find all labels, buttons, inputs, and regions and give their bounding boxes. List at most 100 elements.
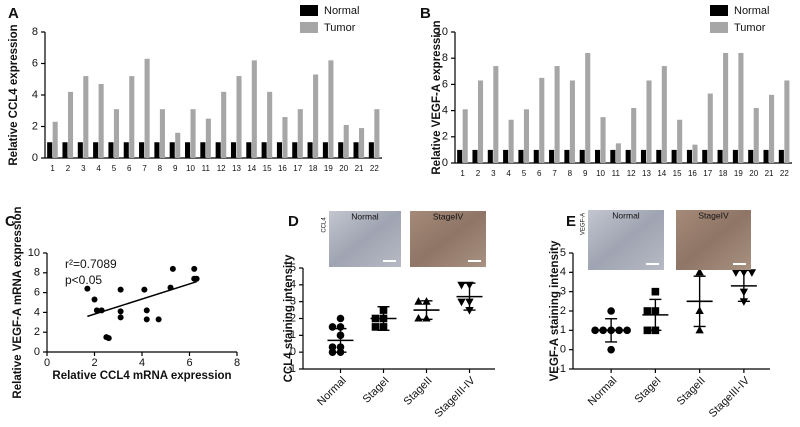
x-tick-label: 8 xyxy=(158,164,163,173)
trendline xyxy=(87,280,197,318)
point xyxy=(117,308,124,315)
x-tick-label: 6 xyxy=(127,164,132,173)
y-axis-label: Relative CCL4 expression xyxy=(8,24,20,165)
bar xyxy=(169,142,175,158)
panel-label: A xyxy=(8,5,19,22)
x-tick-label: 3 xyxy=(81,164,86,173)
y-tick-label: 2 xyxy=(32,120,38,132)
bar xyxy=(518,149,524,163)
x-tick-label: 21 xyxy=(355,164,364,173)
y-tick-label: -1 xyxy=(556,363,566,375)
y-tick-label: 1 xyxy=(560,324,566,336)
point xyxy=(93,307,100,314)
point xyxy=(695,325,704,334)
point xyxy=(84,285,91,292)
bar xyxy=(487,149,493,163)
y-tick-label: 6 xyxy=(34,287,40,299)
bar xyxy=(221,91,227,158)
x-tick-label: 6 xyxy=(186,357,192,369)
point xyxy=(695,267,704,276)
micrograph-label: Normal xyxy=(612,210,640,220)
x-tick-label: StageII xyxy=(402,375,435,408)
bar xyxy=(175,132,181,158)
bar xyxy=(328,60,334,158)
x-tick-label: 14 xyxy=(247,164,256,173)
y-tick-label: 5 xyxy=(560,247,566,259)
x-tick-label: 1 xyxy=(50,164,55,173)
micrograph xyxy=(588,210,664,270)
bar xyxy=(549,149,555,163)
bar xyxy=(477,80,484,163)
bar xyxy=(139,142,145,158)
x-tick-label: 4 xyxy=(139,357,145,369)
bar xyxy=(113,109,120,158)
x-tick-label: 12 xyxy=(627,169,636,178)
x-tick-label: 9 xyxy=(173,164,178,173)
bar xyxy=(200,142,206,158)
x-tick-label: 16 xyxy=(278,164,287,173)
bar xyxy=(215,142,221,158)
point xyxy=(623,326,631,335)
bar xyxy=(47,142,53,158)
x-tick-label: 4 xyxy=(96,164,101,173)
x-tick-label: 8 xyxy=(234,357,240,369)
bar xyxy=(462,109,468,163)
point xyxy=(371,323,380,331)
bar xyxy=(267,91,273,158)
micrograph-label: Normal xyxy=(351,211,379,221)
panel-label: C xyxy=(5,213,16,230)
bar xyxy=(374,109,380,158)
x-tick-label: 18 xyxy=(719,169,728,178)
bar xyxy=(677,119,683,163)
point xyxy=(747,269,757,277)
point xyxy=(643,326,652,335)
legend-swatch xyxy=(300,5,318,16)
x-tick-label: 15 xyxy=(673,169,682,178)
x-tick-label: 8 xyxy=(568,169,573,178)
point xyxy=(191,265,198,272)
micrograph-axis-label: VEGF-A xyxy=(581,213,587,235)
point xyxy=(457,298,466,307)
point xyxy=(651,287,660,296)
legend-label: Tumor xyxy=(324,22,356,34)
bar xyxy=(610,149,616,163)
bar xyxy=(205,118,211,158)
y-tick-label: 1 xyxy=(290,329,296,341)
bar xyxy=(261,142,267,158)
x-tick-label: 15 xyxy=(263,164,272,173)
bar xyxy=(236,76,242,158)
bar xyxy=(246,142,252,158)
y-tick-label: 4 xyxy=(442,105,448,117)
x-tick-label: 16 xyxy=(688,169,697,178)
x-axis-label: Relative CCL4 mRNA expression xyxy=(52,370,231,382)
annotation: r²=0.7089 xyxy=(65,257,117,271)
bar xyxy=(686,149,692,163)
bar xyxy=(503,149,509,163)
point xyxy=(591,326,599,335)
y-tick-label: 0 xyxy=(32,152,38,164)
micrograph-label: StageIV xyxy=(433,211,464,221)
x-tick-label: 14 xyxy=(657,169,666,178)
x-tick-label: 5 xyxy=(112,164,117,173)
x-tick-label: 11 xyxy=(612,169,621,178)
x-tick-label: 18 xyxy=(309,164,318,173)
legend-swatch xyxy=(710,22,728,33)
bar xyxy=(62,142,68,158)
bar xyxy=(564,149,570,163)
y-tick-label: 4 xyxy=(560,266,566,278)
bar xyxy=(472,149,478,163)
y-tick-label: 5 xyxy=(290,262,296,274)
bar xyxy=(343,124,349,158)
bar xyxy=(748,149,754,163)
x-tick-label: 4 xyxy=(506,169,511,178)
bar xyxy=(702,149,708,163)
point xyxy=(739,298,749,306)
x-tick-label: 2 xyxy=(66,164,71,173)
y-tick-label: 10 xyxy=(436,26,448,38)
x-tick-label: StageIII-IV xyxy=(432,374,478,420)
x-tick-label: 21 xyxy=(765,169,774,178)
point xyxy=(328,323,337,331)
bar xyxy=(595,149,601,163)
bar xyxy=(539,77,545,163)
bar xyxy=(282,117,288,158)
